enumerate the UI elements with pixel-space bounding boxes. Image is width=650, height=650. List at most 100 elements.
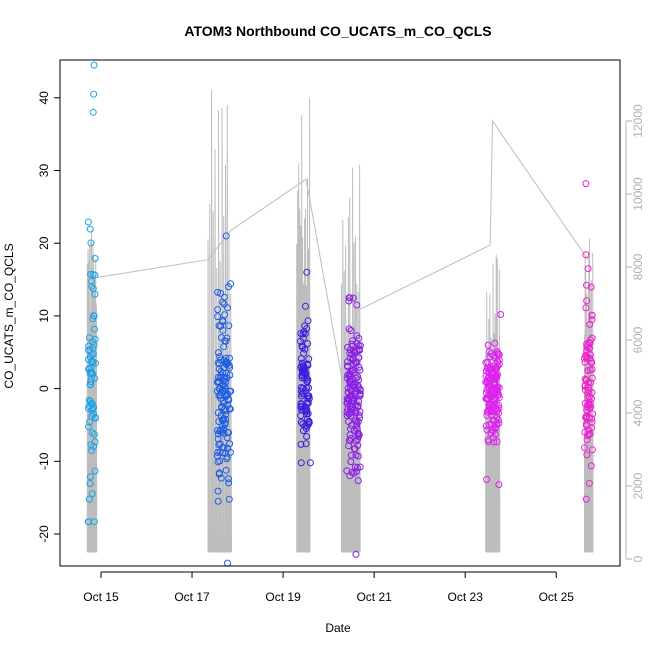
data-point	[495, 481, 503, 489]
data-point	[89, 370, 97, 378]
data-point	[586, 339, 594, 347]
data-point	[88, 490, 96, 498]
altitude-spike-group	[340, 164, 361, 553]
data-point	[345, 325, 353, 333]
data-point	[303, 268, 311, 276]
data-point	[225, 479, 233, 487]
data-point	[218, 404, 226, 412]
data-point	[354, 452, 362, 460]
data-point	[586, 355, 594, 362]
data-point	[346, 379, 354, 386]
data-point	[91, 467, 99, 475]
data-point	[587, 379, 595, 387]
y-tick-label: -10	[37, 452, 51, 470]
data-point	[583, 281, 590, 289]
data-point	[490, 403, 498, 411]
data-point	[584, 265, 592, 273]
data-point	[90, 312, 98, 320]
data-point	[221, 337, 228, 345]
data-point	[224, 395, 232, 403]
data-point	[588, 446, 596, 454]
data-point	[213, 452, 221, 460]
data-point	[584, 342, 592, 349]
data-point	[89, 315, 97, 323]
data-point	[222, 410, 230, 418]
y-axis-label: CO_UCATS_m_CO_QCLS	[2, 243, 16, 388]
data-point	[495, 384, 503, 392]
y2-tick-label: 10000	[631, 177, 645, 211]
data-point	[221, 311, 229, 319]
data-point	[297, 355, 305, 363]
data-point	[214, 487, 222, 495]
data-point	[303, 378, 311, 385]
data-point	[490, 417, 498, 425]
data-point	[216, 356, 224, 364]
data-point	[581, 381, 589, 389]
data-point	[487, 365, 495, 373]
data-point	[354, 435, 362, 443]
data-point	[304, 317, 312, 325]
data-point	[87, 270, 95, 278]
y2-tick-label: 4000	[631, 399, 645, 426]
data-point	[486, 348, 493, 356]
data-point	[219, 422, 227, 430]
data-point	[90, 325, 98, 333]
data-point	[225, 283, 232, 291]
data-point	[91, 414, 99, 422]
scatter-points-layer	[84, 61, 597, 567]
data-point	[483, 411, 491, 419]
data-point	[301, 330, 309, 338]
altitude-spike-group	[207, 89, 232, 553]
data-point	[225, 475, 232, 483]
data-point	[343, 467, 351, 475]
data-point	[355, 411, 363, 419]
data-point	[298, 392, 305, 400]
data-point	[355, 363, 363, 371]
data-point	[586, 320, 594, 328]
data-point	[225, 495, 233, 503]
data-point	[353, 422, 361, 430]
data-point	[303, 325, 311, 332]
data-point	[297, 418, 305, 426]
data-point	[84, 518, 92, 526]
data-point	[219, 326, 227, 334]
y2-tick-label: 8000	[631, 253, 645, 280]
y-tick-label: 0	[37, 385, 51, 392]
data-point	[306, 459, 314, 467]
data-point	[226, 440, 234, 448]
data-point	[345, 297, 353, 305]
data-point	[86, 480, 94, 487]
data-point	[302, 387, 309, 395]
data-point	[491, 339, 499, 347]
data-point	[345, 410, 353, 418]
y-tick-label: 20	[37, 236, 51, 250]
data-point	[488, 375, 496, 382]
data-point	[225, 322, 233, 330]
data-point	[351, 463, 359, 471]
data-point	[356, 387, 364, 395]
data-point	[588, 311, 596, 319]
data-point	[91, 271, 99, 279]
data-point	[344, 363, 352, 371]
x-tick-label: Oct 19	[265, 590, 301, 604]
data-point	[348, 356, 356, 364]
data-point	[219, 369, 227, 377]
data-point	[91, 255, 99, 262]
data-point	[490, 352, 498, 360]
data-point	[356, 392, 364, 400]
data-point	[490, 378, 498, 386]
data-point	[354, 477, 362, 485]
data-point	[582, 304, 590, 312]
data-point	[86, 473, 94, 481]
altitude-spike-group	[584, 238, 594, 553]
data-point	[344, 343, 352, 351]
data-point	[585, 426, 593, 434]
data-point	[587, 283, 595, 291]
data-point	[224, 359, 232, 367]
data-point	[89, 344, 97, 352]
data-point	[216, 353, 224, 361]
data-point	[90, 90, 98, 98]
data-point	[219, 381, 227, 389]
y-tick-label: 40	[37, 91, 51, 105]
